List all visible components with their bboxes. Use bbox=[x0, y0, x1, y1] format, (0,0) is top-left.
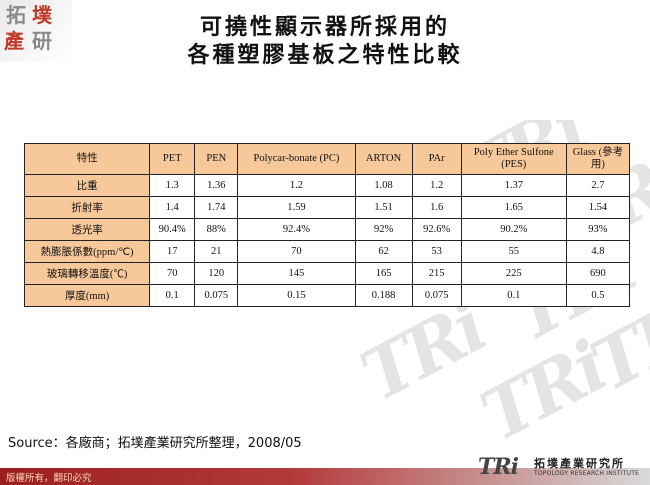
table-cell: 93% bbox=[565, 218, 631, 241]
table-cell: 1.65 bbox=[460, 196, 567, 219]
table-cell: 0.15 bbox=[237, 284, 356, 307]
brand-name-chinese: 拓墣產業研究所 bbox=[534, 457, 625, 470]
table-cell: 225 bbox=[460, 262, 567, 285]
table-cell: 1.37 bbox=[460, 174, 567, 197]
header-cell: 特性 bbox=[23, 143, 151, 175]
row-label: 玻璃轉移溫度(℃) bbox=[23, 262, 151, 285]
table-header-row: 特性 PET PEN Polycar-bonate (PC) ARTON PAr… bbox=[23, 143, 631, 175]
table-row: 比重 1.3 1.36 1.2 1.08 1.2 1.37 2.7 bbox=[23, 174, 631, 197]
table-cell: 70 bbox=[149, 262, 196, 285]
table-cell: 1.74 bbox=[194, 196, 239, 219]
table-cell: 1.2 bbox=[237, 174, 356, 197]
table-cell: 4.8 bbox=[565, 240, 631, 263]
table-cell: 62 bbox=[354, 240, 413, 263]
table-cell: 92.4% bbox=[237, 218, 356, 241]
table-cell: 1.6 bbox=[411, 196, 462, 219]
table-cell: 90.2% bbox=[460, 218, 567, 241]
table-cell: 92.6% bbox=[411, 218, 462, 241]
table-cell: 55 bbox=[460, 240, 567, 263]
table-cell: 92% bbox=[354, 218, 413, 241]
row-label: 熱膨脹係數(ppm/℃) bbox=[23, 240, 151, 263]
table-cell: 1.54 bbox=[565, 196, 631, 219]
row-label: 透光率 bbox=[23, 218, 151, 241]
page-title-line-2: 各種塑膠基板之特性比較 bbox=[187, 42, 463, 68]
logo-char-1: 拓 bbox=[6, 3, 26, 27]
table-row: 透光率 90.4% 88% 92.4% 92% 92.6% 90.2% 93% bbox=[23, 218, 631, 241]
table-cell: 145 bbox=[237, 262, 356, 285]
table-row: 厚度(mm) 0.1 0.075 0.15 0.188 0.075 0.1 0.… bbox=[23, 284, 631, 307]
table-row: 熱膨脹係數(ppm/℃) 17 21 70 62 53 55 4.8 bbox=[23, 240, 631, 263]
header-cell: Poly Ether Sulfone (PES) bbox=[460, 143, 567, 175]
table-cell: 88% bbox=[194, 218, 239, 241]
row-label: 比重 bbox=[23, 174, 151, 197]
table-cell: 21 bbox=[194, 240, 239, 263]
table-cell: 1.3 bbox=[149, 174, 196, 197]
header-cell: Glass (參考用) bbox=[565, 143, 631, 175]
table-cell: 0.075 bbox=[411, 284, 462, 307]
table-cell: 53 bbox=[411, 240, 462, 263]
table-cell: 1.2 bbox=[411, 174, 462, 197]
logo-char-2: 墣 bbox=[32, 3, 52, 27]
table-cell: 17 bbox=[149, 240, 196, 263]
corner-logo: 拓 墣 產 研 bbox=[0, 0, 72, 62]
table-cell: 215 bbox=[411, 262, 462, 285]
source-note: Source：各廠商；拓墣產業研究所整理，2008/05 bbox=[8, 436, 302, 451]
table-cell: 0.075 bbox=[194, 284, 239, 307]
table-cell: 90.4% bbox=[149, 218, 196, 241]
row-label: 厚度(mm) bbox=[23, 284, 151, 307]
logo-char-3: 產 bbox=[4, 29, 24, 53]
table-cell: 1.36 bbox=[194, 174, 239, 197]
header-cell: PEN bbox=[194, 143, 239, 175]
footer-bar bbox=[0, 468, 650, 485]
brand-name-english: TOPOLOGY RESEARCH INSTITUTE bbox=[534, 470, 640, 477]
table-cell: 0.188 bbox=[354, 284, 413, 307]
table-cell: 165 bbox=[354, 262, 413, 285]
header-cell: Polycar-bonate (PC) bbox=[237, 143, 356, 175]
brand-logo: TRi 拓墣產業研究所 TOPOLOGY RESEARCH INSTITUTE bbox=[478, 454, 648, 484]
table-cell: 1.59 bbox=[237, 196, 356, 219]
table-row: 折射率 1.4 1.74 1.59 1.51 1.6 1.65 1.54 bbox=[23, 196, 631, 219]
brand-mark: TRi bbox=[478, 454, 519, 480]
copyright-notice: 版權所有，翻印必究 bbox=[6, 473, 92, 484]
properties-table: 特性 PET PEN Polycar-bonate (PC) ARTON PAr… bbox=[23, 143, 631, 307]
row-label: 折射率 bbox=[23, 196, 151, 219]
table-cell: 1.51 bbox=[354, 196, 413, 219]
table-cell: 0.1 bbox=[149, 284, 196, 307]
table-cell: 70 bbox=[237, 240, 356, 263]
table-cell: 120 bbox=[194, 262, 239, 285]
table-cell: 0.5 bbox=[565, 284, 631, 307]
page-title-line-1: 可撓性顯示器所採用的 bbox=[199, 14, 450, 40]
header-cell: PAr bbox=[411, 143, 462, 175]
table-cell: 1.08 bbox=[354, 174, 413, 197]
header-cell: PET bbox=[149, 143, 196, 175]
table-cell: 690 bbox=[565, 262, 631, 285]
table-row: 玻璃轉移溫度(℃) 70 120 145 165 215 225 690 bbox=[23, 262, 631, 285]
table-cell: 2.7 bbox=[565, 174, 631, 197]
table-cell: 1.4 bbox=[149, 196, 196, 219]
header-cell: ARTON bbox=[354, 143, 413, 175]
table-cell: 0.1 bbox=[460, 284, 567, 307]
logo-char-4: 研 bbox=[32, 29, 52, 53]
